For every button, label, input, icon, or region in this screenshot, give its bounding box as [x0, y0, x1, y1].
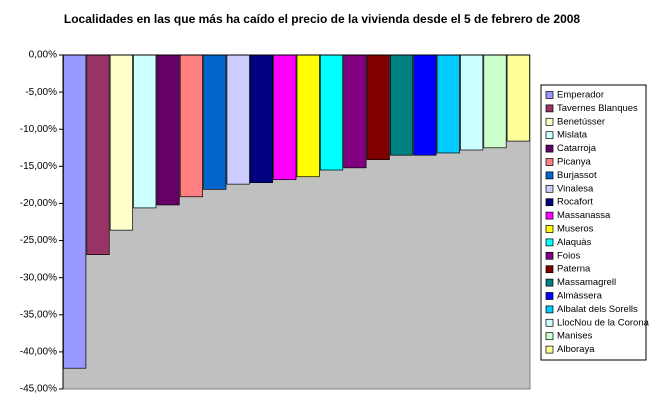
bar — [109, 54, 133, 231]
y-tick-label: -45,00% — [20, 384, 57, 395]
legend-swatch — [545, 318, 554, 327]
y-tick-label: -10,00% — [20, 124, 57, 135]
legend-label: Foios — [557, 250, 580, 261]
bar — [319, 54, 344, 171]
y-tick-label: -30,00% — [20, 272, 57, 283]
legend-swatch — [545, 198, 554, 207]
legend-swatch — [545, 117, 554, 126]
legend-label: Massanassa — [557, 210, 611, 221]
legend-label: Alaquàs — [557, 237, 592, 248]
legend-label: Picanya — [557, 157, 592, 168]
legend-box — [540, 84, 647, 361]
y-tick-label: -15,00% — [20, 161, 57, 172]
legend-swatch — [545, 278, 554, 287]
bar — [133, 54, 157, 209]
bar — [273, 54, 297, 181]
legend-swatch — [545, 345, 554, 354]
legend-swatch — [545, 292, 554, 300]
bar — [249, 54, 274, 184]
bar — [413, 54, 437, 156]
bar — [179, 54, 203, 198]
legend-label: Alboraya — [557, 344, 595, 355]
bar — [226, 54, 250, 185]
legend-label: Albalat dels Sorells — [557, 304, 638, 315]
bar — [390, 54, 414, 156]
legend-label: Paterna — [557, 264, 591, 275]
legend-swatch — [545, 171, 554, 180]
bar — [296, 54, 320, 178]
bar — [156, 54, 180, 206]
legend-label: Museros — [557, 224, 594, 235]
legend-label: Massamagrell — [557, 277, 616, 288]
legend-swatch — [545, 184, 554, 193]
y-tick-label: -5,00% — [25, 87, 57, 98]
legend-label: Manises — [557, 331, 593, 342]
legend-swatch — [545, 104, 554, 113]
bar — [483, 54, 507, 149]
y-tick-label: -20,00% — [20, 198, 57, 209]
bar — [460, 54, 484, 151]
legend-label: LlocNou de la Corona — [557, 317, 650, 328]
legend-swatch — [545, 238, 554, 247]
bar — [63, 54, 87, 369]
legend-label: Rocafort — [557, 197, 593, 208]
legend-swatch — [545, 305, 554, 314]
legend-swatch — [545, 265, 554, 274]
legend-swatch — [545, 225, 554, 233]
y-tick-label: -40,00% — [20, 347, 57, 358]
bar — [436, 54, 460, 154]
legend-swatch — [545, 131, 554, 140]
legend-swatch — [545, 144, 554, 153]
legend-swatch — [545, 211, 554, 220]
legend-label: Emperador — [557, 90, 604, 101]
bar — [343, 54, 367, 169]
legend-label: Tavernes Blanques — [557, 103, 638, 114]
legend-label: Benetússer — [557, 116, 605, 127]
legend-swatch — [545, 158, 554, 166]
legend-swatch — [545, 332, 554, 341]
legend-swatch — [545, 251, 554, 260]
bar — [506, 54, 530, 142]
legend-swatch — [545, 91, 554, 99]
y-tick-label: 0,00% — [29, 50, 57, 61]
plot-area — [62, 54, 531, 390]
bar — [86, 54, 110, 256]
y-tick-label: -35,00% — [20, 309, 57, 320]
chart-title: Localidades en las que más ha caído el p… — [64, 12, 581, 26]
y-tick-label: -25,00% — [20, 235, 57, 246]
legend-label: Almàssera — [557, 291, 603, 302]
legend-label: Catarroja — [557, 143, 597, 154]
legend-label: Vinalesa — [557, 183, 594, 194]
bar — [203, 54, 227, 190]
legend-label: Mislata — [557, 130, 588, 141]
bar — [366, 54, 390, 161]
legend-label: Burjassot — [557, 170, 597, 181]
